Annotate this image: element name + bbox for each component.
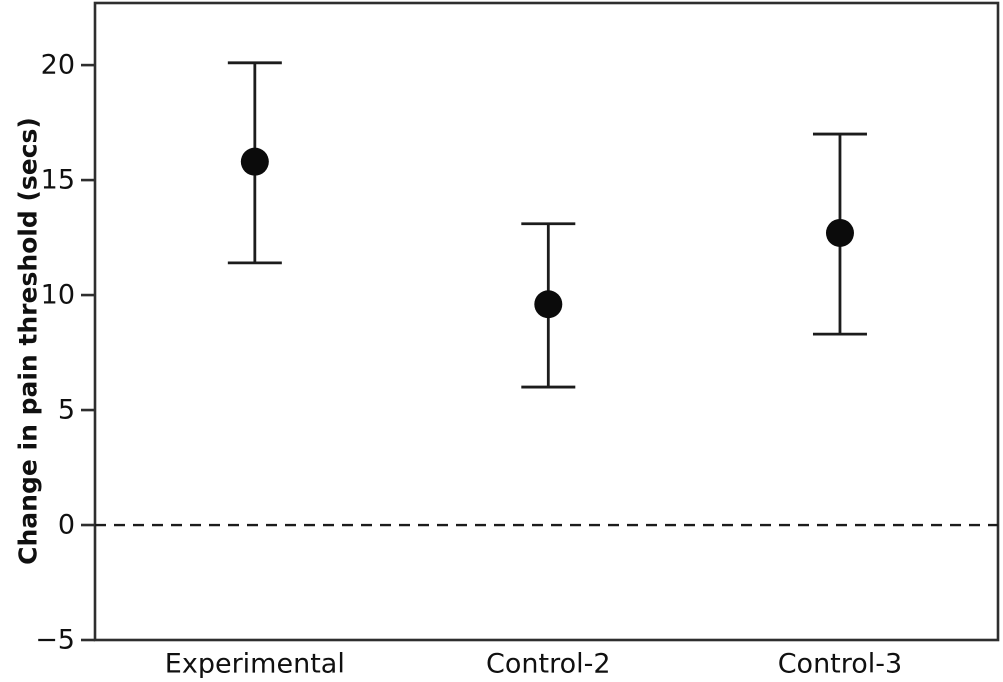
point-marker: [534, 290, 563, 319]
point-marker: [825, 218, 854, 247]
y-tick-label: −5: [35, 625, 75, 656]
point-marker: [240, 147, 269, 176]
y-tick-label: 15: [41, 165, 75, 196]
y-tick-label: 10: [41, 280, 75, 311]
x-category-label: Experimental: [165, 649, 345, 680]
y-tick-label: 0: [58, 510, 75, 541]
y-tick-label: 5: [58, 395, 75, 426]
y-tick-label: 20: [41, 50, 75, 81]
plot-border: [93, 1, 1000, 642]
x-category-label: Control-2: [486, 649, 611, 680]
x-category-label: Control-3: [778, 649, 903, 680]
